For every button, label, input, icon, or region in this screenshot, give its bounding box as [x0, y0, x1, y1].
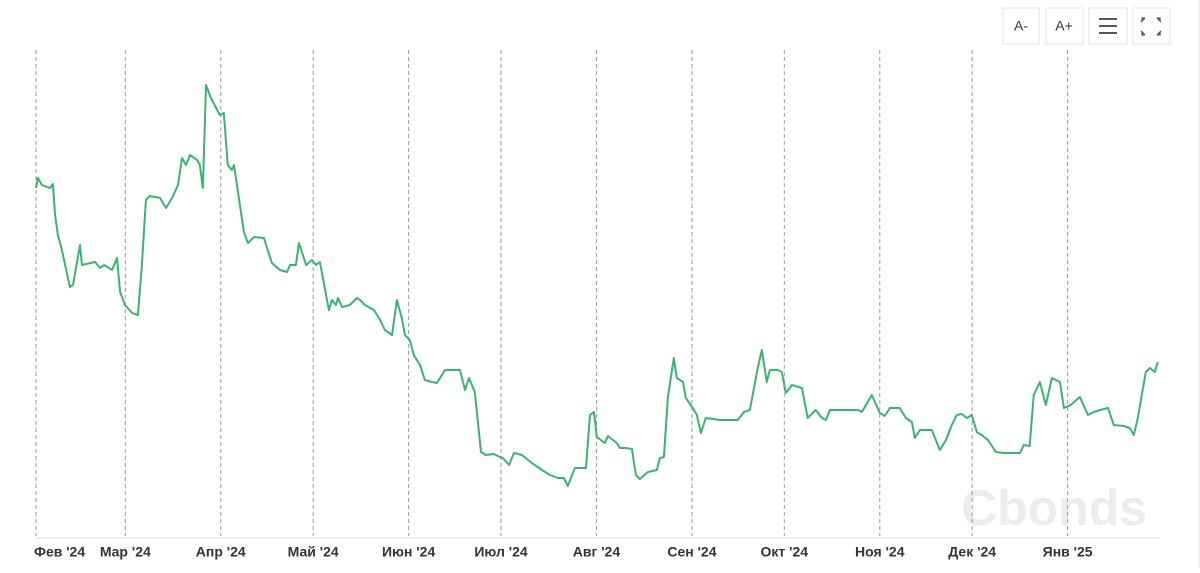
- x-tick-label: Фев '24: [34, 544, 85, 560]
- button-label: A-: [1014, 18, 1028, 34]
- fullscreen-icon: [1140, 17, 1162, 36]
- menu-icon: [1099, 18, 1117, 34]
- watermark: Cbonds: [961, 480, 1147, 536]
- x-tick-label: Июн '24: [382, 544, 435, 560]
- x-tick-label: Апр '24: [196, 544, 246, 560]
- button-label: A+: [1055, 18, 1073, 34]
- x-tick-label: Янв '25: [1043, 544, 1093, 560]
- x-tick-label: Ноя '24: [855, 544, 905, 560]
- x-tick-label: Дек '24: [948, 544, 996, 560]
- x-tick-label: Окт '24: [761, 544, 809, 560]
- data-line: [35, 84, 1159, 487]
- x-tick-label: Сен '24: [667, 544, 716, 560]
- font-decrease-button[interactable]: A-: [1002, 7, 1040, 45]
- x-tick-label: Июл '24: [474, 544, 528, 560]
- x-tick-label: Мар '24: [100, 544, 151, 560]
- menu-button[interactable]: [1088, 7, 1128, 45]
- x-tick-label: Авг '24: [573, 544, 621, 560]
- x-tick-label: Май '24: [288, 544, 339, 560]
- fullscreen-button[interactable]: [1132, 7, 1171, 45]
- font-increase-button[interactable]: A+: [1045, 7, 1084, 45]
